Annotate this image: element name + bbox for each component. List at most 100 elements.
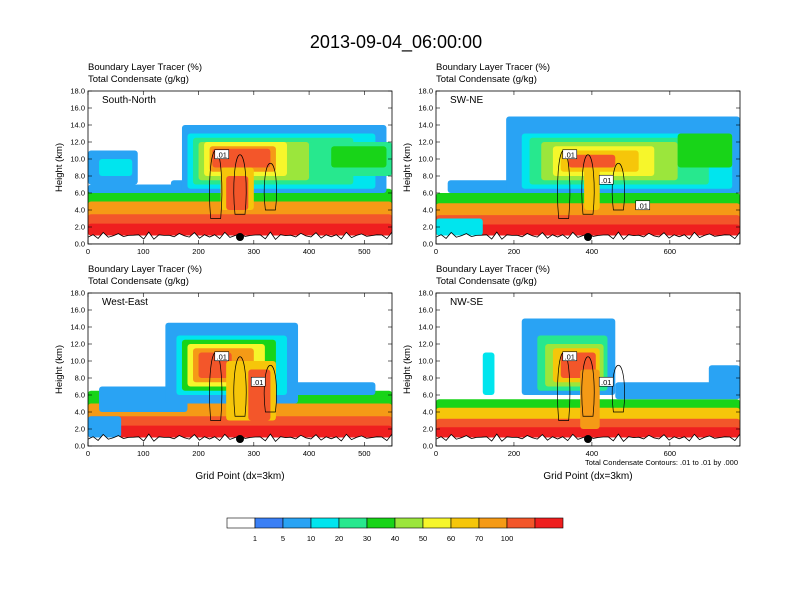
contour-note: Total Condensate Contours: .01 to .01 by…: [585, 458, 738, 467]
colorbar-swatch: [282, 517, 312, 529]
x-tick-label: 200: [192, 247, 205, 256]
colorbar-swatch: [506, 517, 536, 529]
panel-label: NW-SE: [450, 297, 483, 308]
colorbar-label: 20: [335, 534, 343, 543]
contour-label: .01: [565, 150, 575, 159]
contour-label: .01: [217, 352, 227, 361]
colorbar-swatch: [450, 517, 480, 529]
panel-label: South-North: [102, 95, 156, 106]
x-tick-label: 200: [508, 247, 521, 256]
y-tick-label: 14.0: [418, 323, 433, 332]
y-tick-label: 8.0: [423, 374, 433, 383]
colorbar-swatch: [422, 517, 452, 529]
y-tick-label: 4.0: [423, 206, 433, 215]
colorbar-label: 10: [307, 534, 315, 543]
y-tick-label: 6.0: [423, 391, 433, 400]
colorbar-label: 50: [419, 534, 427, 543]
field-cell: [584, 167, 600, 210]
y-tick-label: 18.0: [70, 87, 85, 96]
x-axis-label: Grid Point (dx=3km): [195, 471, 284, 482]
x-tick-label: 100: [137, 449, 150, 458]
location-marker: [236, 233, 244, 241]
x-tick-label: 300: [248, 247, 261, 256]
colorbar-swatch: [338, 517, 368, 529]
panel-label: West-East: [102, 297, 148, 308]
y-tick-label: 12.0: [70, 138, 85, 147]
condensate-contour: [233, 356, 247, 417]
plot-frame: [87, 90, 393, 245]
y-tick-label: 8.0: [423, 172, 433, 181]
x-tick-label: 400: [303, 449, 316, 458]
contour-label-box: [214, 149, 230, 160]
field-cell: [88, 184, 188, 193]
x-tick-label: 200: [508, 449, 521, 458]
x-tick-label: 500: [358, 247, 371, 256]
x-tick-label: 0: [434, 449, 438, 458]
field-cell: [331, 146, 387, 168]
colorbar-label: 100: [501, 534, 514, 543]
contour-label: .01: [601, 378, 611, 387]
colorbar-swatch: [310, 517, 340, 529]
field-shading: [88, 322, 392, 446]
field-label-line-1: Boundary Layer Tracer (%): [436, 264, 550, 275]
y-tick-label: 0.0: [75, 240, 85, 249]
contour-label: .01: [601, 176, 611, 185]
field-cell: [615, 382, 740, 400]
colorbar-label: 60: [447, 534, 455, 543]
contour-label-box: [250, 376, 266, 387]
y-axis-label: Height (km): [54, 143, 65, 192]
x-tick-label: 0: [434, 247, 438, 256]
x-tick-label: 200: [192, 449, 205, 458]
y-tick-label: 14.0: [70, 121, 85, 130]
x-tick-label: 600: [664, 449, 677, 458]
y-tick-label: 2.0: [75, 425, 85, 434]
y-tick-label: 18.0: [418, 289, 433, 298]
y-tick-label: 6.0: [423, 189, 433, 198]
x-tick-label: 0: [86, 247, 90, 256]
condensate-contour: [263, 364, 277, 413]
field-cell: [482, 352, 495, 395]
x-tick-label: 500: [358, 449, 371, 458]
y-tick-label: 2.0: [75, 223, 85, 232]
y-tick-label: 18.0: [70, 289, 85, 298]
condensate-contour: [581, 154, 595, 215]
colorbar-label: 40: [391, 534, 399, 543]
contour-label-box: [598, 174, 614, 185]
field-label-line-1: Boundary Layer Tracer (%): [436, 62, 550, 73]
contour-label: .01: [565, 352, 575, 361]
condensate-contour: [233, 154, 247, 215]
field-shading: [88, 125, 392, 244]
field-shading: [436, 116, 740, 244]
x-tick-label: 400: [586, 449, 599, 458]
y-tick-label: 14.0: [70, 323, 85, 332]
y-tick-label: 14.0: [418, 121, 433, 130]
plot-frame: [435, 90, 741, 245]
field-label-line-2: Total Condensate (g/kg): [88, 276, 189, 287]
y-tick-label: 6.0: [75, 391, 85, 400]
panel-top-left: .01 0.0 2.0 4.0 6.0 8.0 10.0 12.0 14.0 16.0 18.0 0 1…: [54, 62, 393, 256]
y-tick-label: 0.0: [423, 240, 433, 249]
x-axis-label: Grid Point (dx=3km): [543, 471, 632, 482]
field-label-line-2: Total Condensate (g/kg): [88, 74, 189, 85]
y-tick-label: 4.0: [75, 206, 85, 215]
field-cell: [447, 180, 514, 193]
colorbar-swatch: [254, 517, 284, 529]
location-marker: [584, 435, 592, 443]
y-tick-label: 2.0: [423, 223, 433, 232]
field-cell: [580, 369, 600, 429]
field-label-line-1: Boundary Layer Tracer (%): [88, 62, 202, 73]
panel-label: SW-NE: [450, 95, 483, 106]
y-tick-label: 10.0: [418, 357, 433, 366]
x-tick-label: 600: [664, 247, 677, 256]
y-tick-label: 16.0: [70, 104, 85, 113]
contour-label: .01: [217, 150, 227, 159]
y-tick-label: 16.0: [418, 306, 433, 315]
colorbar-label: 30: [363, 534, 371, 543]
condensate-contour: [263, 162, 277, 211]
x-tick-label: 0: [86, 449, 90, 458]
colorbar-swatch: [366, 517, 396, 529]
contour-label: .01: [638, 201, 648, 210]
y-tick-label: 6.0: [75, 189, 85, 198]
location-marker: [236, 435, 244, 443]
location-marker: [584, 233, 592, 241]
